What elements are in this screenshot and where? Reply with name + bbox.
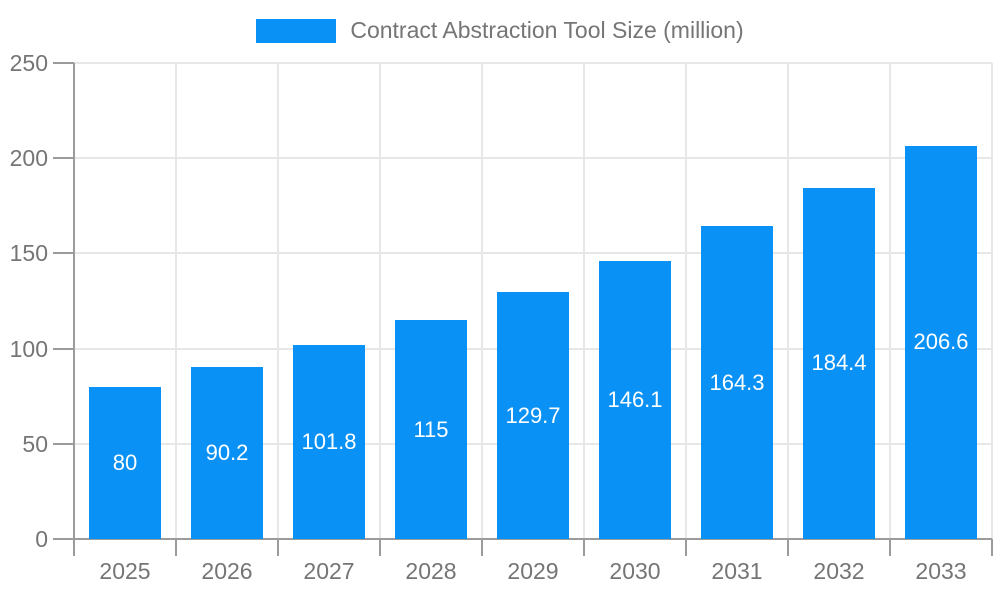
y-tick-label: 0 <box>35 526 48 552</box>
bar-value-label: 80 <box>112 449 138 475</box>
x-tick-label: 2033 <box>915 558 967 584</box>
x-tick-label: 2030 <box>609 558 661 584</box>
x-tick-label: 2026 <box>201 558 253 584</box>
x-tick-label: 2025 <box>99 558 151 584</box>
gridline-vertical <box>889 63 891 539</box>
bar-value-label: 101.8 <box>301 429 357 455</box>
y-tick-label: 250 <box>9 50 48 76</box>
bar-2033: 206.6 <box>905 145 977 539</box>
gridline-vertical <box>277 63 279 539</box>
y-axis-tick <box>53 62 74 64</box>
x-axis-tick <box>889 539 891 556</box>
x-axis-tick <box>481 539 483 556</box>
x-axis-tick <box>175 539 177 556</box>
bar-2031: 164.3 <box>701 226 773 539</box>
bar-value-label: 184.4 <box>811 350 867 376</box>
gridline-vertical <box>787 63 789 539</box>
gridline-vertical <box>685 63 687 539</box>
x-axis-tick <box>379 539 381 556</box>
bar-value-label: 90.2 <box>205 440 249 466</box>
gridline-vertical <box>379 63 381 539</box>
gridline-horizontal <box>74 157 992 160</box>
x-axis-line <box>74 538 992 540</box>
bar-value-label: 206.6 <box>913 329 969 355</box>
legend-label: Contract Abstraction Tool Size (million) <box>350 17 744 43</box>
bar-2029: 129.7 <box>497 292 569 539</box>
bar-value-label: 115 <box>413 416 449 442</box>
y-axis-line <box>73 63 75 556</box>
bar-2028: 115 <box>395 320 467 539</box>
bar-2025: 80 <box>89 386 161 539</box>
gridline-horizontal <box>74 252 992 255</box>
y-tick-label: 200 <box>9 145 48 172</box>
y-axis-tick <box>53 442 74 445</box>
x-axis-tick <box>991 539 993 556</box>
x-tick-label: 2028 <box>405 558 457 584</box>
y-axis-tick <box>53 157 74 160</box>
y-tick-label: 150 <box>9 240 48 267</box>
bar-2026: 90.2 <box>191 367 263 539</box>
x-tick-label: 2032 <box>813 558 865 584</box>
x-axis-tick <box>787 539 789 556</box>
y-axis-tick <box>53 538 74 540</box>
x-tick-label: 2029 <box>507 558 559 584</box>
y-tick-label: 50 <box>22 430 48 457</box>
bar-value-label: 129.7 <box>505 402 561 428</box>
bar-2027: 101.8 <box>293 345 365 539</box>
gridline-horizontal <box>74 62 992 64</box>
gridline-vertical <box>991 63 993 539</box>
bar-value-label: 146.1 <box>607 386 663 412</box>
x-axis-tick <box>685 539 687 556</box>
y-tick-label: 100 <box>9 335 48 362</box>
gridline-vertical <box>481 63 483 539</box>
legend-swatch <box>256 18 337 43</box>
y-axis-tick <box>53 252 74 255</box>
x-axis-tick <box>583 539 585 556</box>
bar-2030: 146.1 <box>599 260 671 539</box>
x-tick-label: 2031 <box>711 558 763 584</box>
chart-legend[interactable]: Contract Abstraction Tool Size (million) <box>0 17 1000 44</box>
x-axis-tick <box>277 539 279 556</box>
gridline-vertical <box>583 63 585 539</box>
bar-value-label: 164.3 <box>709 369 765 395</box>
y-axis-tick <box>53 347 74 350</box>
x-tick-label: 2027 <box>303 558 355 584</box>
gridline-vertical <box>175 63 177 539</box>
bar-2032: 184.4 <box>803 187 875 539</box>
